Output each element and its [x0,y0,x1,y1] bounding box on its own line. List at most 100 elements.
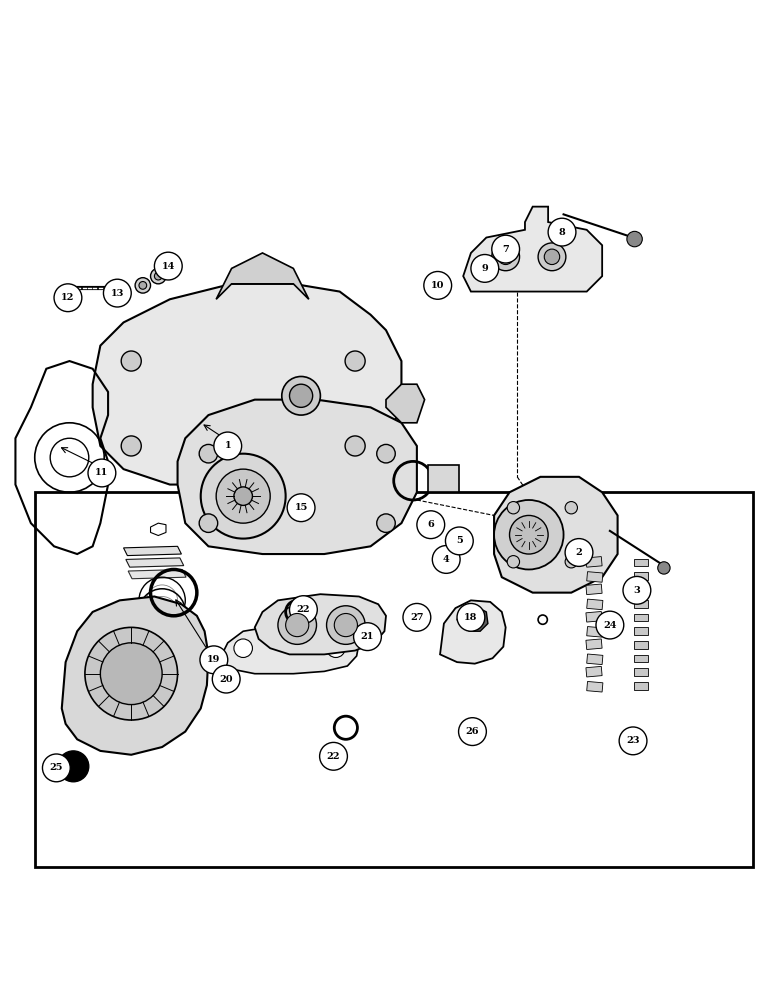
Circle shape [538,243,566,271]
Circle shape [377,514,395,532]
Circle shape [287,494,315,522]
Circle shape [494,500,564,569]
Circle shape [154,272,162,280]
Polygon shape [463,207,602,292]
Circle shape [565,556,577,568]
Circle shape [201,454,286,539]
Text: 22: 22 [296,605,310,614]
Text: 20: 20 [219,675,233,684]
Circle shape [154,252,182,280]
Text: 24: 24 [603,621,617,630]
Text: 27: 27 [410,613,424,622]
Polygon shape [126,558,184,567]
Circle shape [234,639,252,657]
Circle shape [286,613,309,637]
Circle shape [278,606,317,644]
Circle shape [320,742,347,770]
Polygon shape [457,606,488,631]
Circle shape [214,432,242,460]
Bar [634,586,648,594]
Circle shape [544,249,560,265]
Bar [634,641,648,649]
Bar [587,599,603,610]
Bar [634,682,648,690]
Circle shape [327,639,345,657]
Bar [587,654,603,665]
Circle shape [135,278,151,293]
Circle shape [623,576,651,604]
Text: 5: 5 [456,536,462,545]
Circle shape [377,444,395,463]
Circle shape [457,603,485,631]
Text: 23: 23 [626,736,640,745]
Bar [586,666,602,677]
Polygon shape [62,596,208,755]
Polygon shape [255,594,386,654]
Polygon shape [440,600,506,664]
Polygon shape [124,546,181,556]
Circle shape [565,539,593,566]
Circle shape [354,623,381,651]
Circle shape [619,727,647,755]
Bar [587,627,603,637]
Circle shape [445,527,473,555]
Circle shape [151,268,166,284]
Polygon shape [386,384,425,423]
Circle shape [200,646,228,674]
Circle shape [42,754,70,782]
Circle shape [345,436,365,456]
Circle shape [510,515,548,554]
Circle shape [121,436,141,456]
Bar [586,557,602,567]
Polygon shape [216,253,309,299]
Circle shape [139,282,147,289]
Bar [634,572,648,580]
Circle shape [492,235,520,263]
Circle shape [85,627,178,720]
Circle shape [100,643,162,705]
Polygon shape [93,284,401,485]
Text: 1: 1 [225,441,231,450]
Text: 8: 8 [559,228,565,237]
Text: 13: 13 [110,289,124,298]
Circle shape [403,603,431,631]
Bar [634,559,648,566]
Bar [634,627,648,635]
Text: 19: 19 [207,655,221,664]
Circle shape [492,243,520,271]
Bar [587,572,603,582]
Circle shape [216,469,270,523]
Circle shape [327,606,365,644]
Polygon shape [220,624,359,674]
Circle shape [212,665,240,693]
Circle shape [565,502,577,514]
Text: 14: 14 [161,262,175,271]
Text: 15: 15 [294,503,308,512]
Text: 7: 7 [503,245,509,254]
Text: 2: 2 [576,548,582,557]
Text: 21: 21 [361,632,374,641]
Circle shape [290,596,317,624]
Circle shape [58,751,89,782]
Text: 18: 18 [464,613,478,622]
Circle shape [282,376,320,415]
Circle shape [507,502,520,514]
Circle shape [548,218,576,246]
Text: 6: 6 [428,520,434,529]
Bar [634,655,648,662]
Bar [634,600,648,608]
Circle shape [334,613,357,637]
Circle shape [473,259,492,278]
Circle shape [596,611,624,639]
Circle shape [121,351,141,371]
Text: 10: 10 [431,281,445,290]
Circle shape [199,514,218,532]
Circle shape [88,459,116,487]
Text: 12: 12 [61,293,75,302]
Bar [586,611,602,622]
Bar [586,584,602,595]
Bar [634,668,648,676]
Circle shape [417,511,445,539]
Circle shape [424,271,452,299]
Circle shape [234,487,252,505]
